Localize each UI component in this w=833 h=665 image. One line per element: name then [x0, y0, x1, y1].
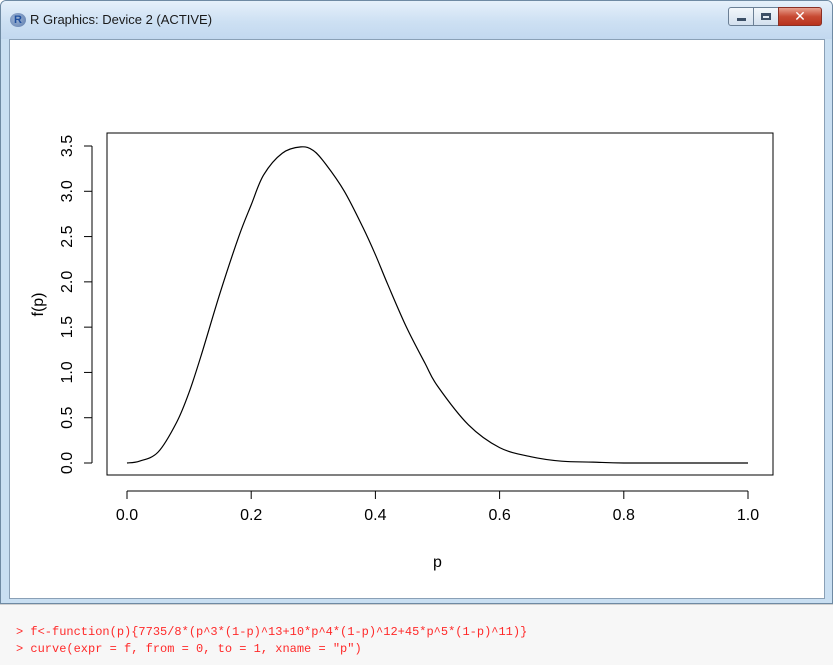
title-bar[interactable]: R R Graphics: Device 2 (ACTIVE) ✕ — [1, 1, 832, 39]
console-line: > curve(expr = f, from = 0, to = 1, xnam… — [16, 642, 362, 656]
y-tick-label: 0.5 — [59, 406, 76, 428]
x-tick-label: 0.2 — [240, 507, 262, 524]
density-curve-chart: 0.0 0.2 0.4 0.6 0.8 1.0 p 0.0 0.5 1.0 1.5 2.0 2.5 3.0… — [30, 132, 774, 571]
y-tick-label: 3.5 — [59, 135, 76, 157]
y-tick-label: 3.0 — [59, 180, 76, 202]
series-line — [126, 146, 748, 464]
minimize-icon — [736, 18, 746, 21]
close-icon: ✕ — [794, 8, 806, 25]
plot-canvas: 0.0 0.2 0.4 0.6 0.8 1.0 p 0.0 0.5 1.0 1.5 2.0 2.5 3.0… — [9, 39, 825, 599]
r-logo-icon: R — [10, 13, 26, 27]
x-tick-label: 0.8 — [613, 507, 635, 524]
r-console[interactable]: > f<-function(p){7735/8*(p^3*(1-p)^13+10… — [0, 604, 833, 665]
y-tick-label: 1.0 — [59, 361, 76, 383]
close-button[interactable]: ✕ — [778, 7, 822, 26]
window-title: R Graphics: Device 2 (ACTIVE) — [30, 12, 213, 27]
x-tick-label: 1.0 — [737, 507, 759, 524]
caption-buttons: ✕ — [728, 7, 822, 29]
x-tick-label: 0.4 — [364, 507, 386, 524]
x-axis-label: p — [433, 554, 442, 571]
maximize-button[interactable] — [753, 7, 779, 26]
x-tick-label: 0.6 — [488, 507, 510, 524]
y-tick-label: 1.5 — [59, 316, 76, 338]
y-axis-label: f(p) — [30, 293, 47, 317]
maximize-icon — [761, 13, 771, 20]
plot-frame — [106, 132, 774, 476]
y-tick-label: 2.5 — [59, 225, 76, 247]
console-line: > f<-function(p){7735/8*(p^3*(1-p)^13+10… — [16, 625, 528, 639]
y-tick-label: 2.0 — [59, 271, 76, 293]
y-tick-label: 0.0 — [59, 452, 76, 474]
x-tick-label: 0.0 — [116, 507, 138, 524]
r-graphics-window: R R Graphics: Device 2 (ACTIVE) ✕ 0.0 0.2… — [0, 0, 833, 604]
minimize-button[interactable] — [728, 7, 754, 26]
